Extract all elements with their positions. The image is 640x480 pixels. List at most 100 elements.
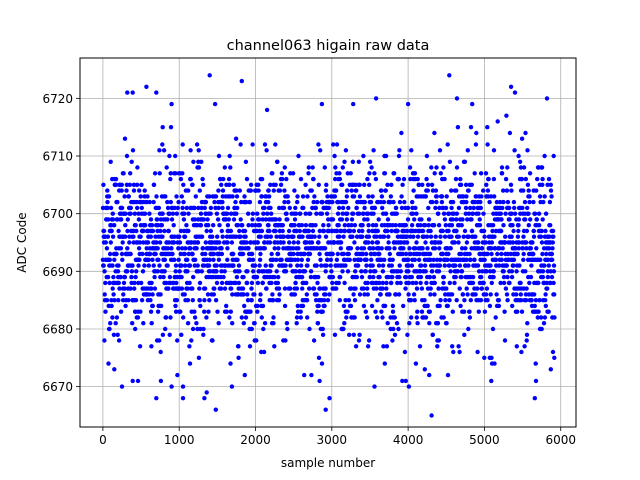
data-point — [528, 217, 533, 222]
data-point — [140, 251, 145, 257]
data-point — [114, 182, 119, 187]
data-point — [281, 234, 286, 239]
data-point — [394, 211, 399, 216]
data-point — [494, 292, 499, 297]
data-point — [201, 263, 207, 268]
data-point — [489, 246, 494, 251]
data-point — [133, 326, 138, 332]
data-point — [467, 309, 472, 314]
data-point — [320, 332, 326, 337]
data-point — [219, 280, 225, 286]
data-point — [162, 228, 167, 234]
data-point — [418, 280, 423, 286]
data-point — [220, 234, 225, 239]
data-point — [466, 326, 471, 332]
data-point — [482, 309, 488, 314]
data-point — [250, 217, 255, 222]
data-point — [325, 257, 330, 262]
data-point — [541, 199, 546, 205]
data-point — [256, 182, 261, 187]
data-point — [317, 286, 323, 291]
data-point — [541, 321, 547, 326]
data-point — [540, 274, 546, 280]
data-point — [412, 298, 417, 303]
data-point — [396, 153, 402, 159]
data-point — [342, 159, 347, 164]
data-point — [507, 130, 513, 136]
data-point — [343, 148, 349, 153]
data-point — [174, 194, 179, 199]
data-point — [264, 286, 269, 291]
data-point — [168, 171, 173, 176]
data-point — [219, 251, 225, 257]
data-point — [459, 246, 465, 251]
data-point — [169, 217, 175, 222]
outlier-point — [447, 73, 452, 78]
data-point — [125, 228, 130, 234]
data-point — [481, 228, 487, 234]
data-point — [157, 148, 162, 153]
data-point — [466, 263, 471, 268]
data-point — [549, 251, 555, 257]
data-point — [357, 292, 363, 297]
data-point — [133, 274, 138, 280]
data-point — [365, 280, 370, 286]
data-point — [165, 217, 170, 222]
data-point — [370, 263, 375, 268]
data-point — [108, 205, 114, 211]
data-point — [410, 280, 415, 286]
data-point — [436, 286, 441, 291]
data-point — [509, 274, 515, 280]
data-point — [275, 159, 280, 164]
data-point — [456, 240, 461, 245]
data-point — [220, 188, 226, 193]
data-point — [526, 211, 531, 216]
data-point — [464, 240, 470, 245]
data-point — [485, 142, 490, 147]
data-point — [243, 234, 248, 239]
data-point — [409, 223, 415, 228]
data-point — [311, 199, 316, 205]
data-point — [346, 205, 351, 211]
data-point — [194, 142, 200, 147]
data-point — [203, 240, 208, 245]
data-point — [185, 257, 190, 262]
data-point — [443, 223, 448, 228]
data-point — [233, 280, 238, 286]
outlier-point — [213, 407, 218, 412]
data-point — [371, 148, 376, 153]
data-point — [504, 263, 509, 268]
data-point — [255, 240, 260, 245]
data-point — [515, 251, 520, 257]
data-point — [409, 148, 414, 153]
data-point — [118, 309, 124, 314]
data-point — [242, 372, 247, 378]
data-point — [359, 274, 365, 280]
data-point — [413, 361, 419, 366]
data-point — [540, 269, 546, 274]
data-point — [167, 332, 172, 337]
data-point — [444, 194, 449, 199]
data-point — [519, 298, 524, 303]
data-point — [251, 269, 256, 274]
data-point — [361, 153, 366, 159]
data-point — [300, 194, 306, 199]
data-point — [214, 280, 220, 286]
data-point — [334, 142, 340, 147]
data-point — [287, 205, 292, 211]
data-point — [181, 199, 186, 205]
data-point — [102, 338, 107, 343]
data-point — [481, 280, 486, 286]
data-point — [361, 246, 367, 251]
data-point — [187, 361, 193, 366]
data-point — [318, 148, 323, 153]
data-point — [224, 309, 229, 314]
data-point — [217, 240, 222, 245]
data-point — [299, 257, 304, 262]
data-point — [529, 298, 534, 303]
data-point — [286, 199, 291, 205]
outlier-point — [154, 90, 159, 95]
data-point — [552, 315, 557, 320]
data-point — [430, 332, 435, 337]
data-point — [179, 194, 184, 199]
